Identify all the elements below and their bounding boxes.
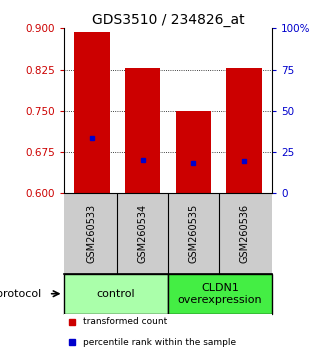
Title: GDS3510 / 234826_at: GDS3510 / 234826_at bbox=[92, 13, 244, 27]
Bar bbox=[64, 274, 168, 314]
Text: transformed count: transformed count bbox=[83, 318, 167, 326]
Text: control: control bbox=[97, 289, 135, 299]
Text: percentile rank within the sample: percentile rank within the sample bbox=[83, 338, 236, 347]
Bar bbox=[74, 32, 110, 193]
Text: GSM260533: GSM260533 bbox=[87, 204, 97, 263]
Bar bbox=[168, 274, 272, 314]
Text: GSM260536: GSM260536 bbox=[239, 204, 249, 263]
Bar bbox=[226, 68, 262, 193]
Bar bbox=[176, 111, 211, 193]
Text: protocol: protocol bbox=[0, 289, 41, 299]
Text: CLDN1
overexpression: CLDN1 overexpression bbox=[178, 283, 262, 304]
Text: GSM260535: GSM260535 bbox=[188, 204, 198, 263]
Bar bbox=[125, 68, 160, 193]
Text: GSM260534: GSM260534 bbox=[138, 204, 148, 263]
